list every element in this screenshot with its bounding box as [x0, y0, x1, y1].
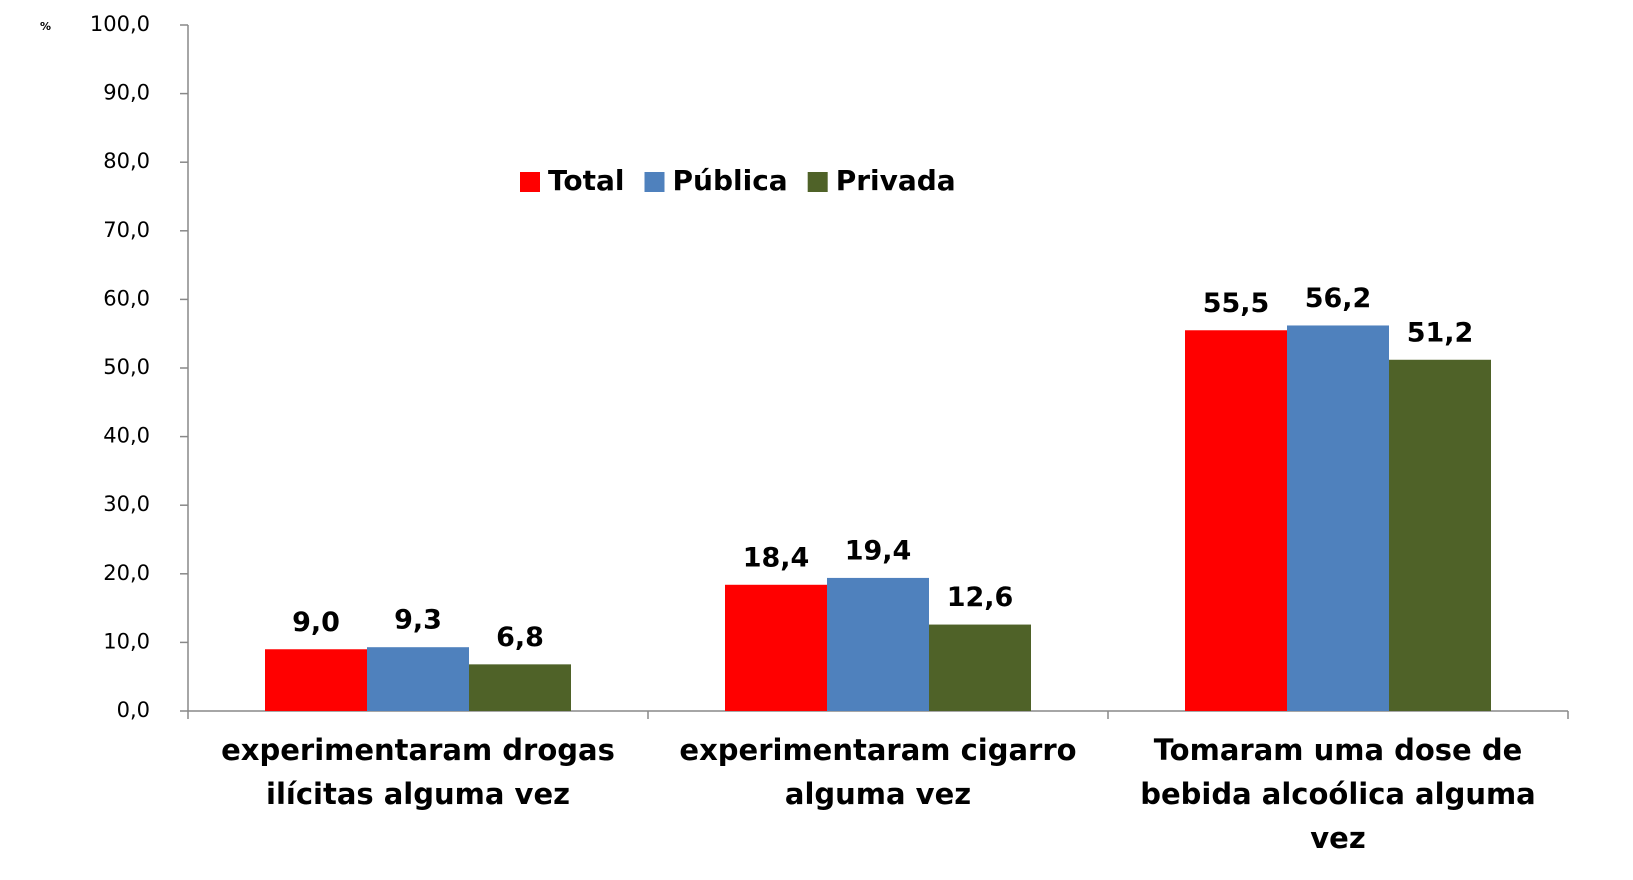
legend-label: Total — [548, 164, 625, 197]
y-tick-label: 90,0 — [103, 81, 150, 105]
legend-label: Privada — [836, 164, 956, 197]
data-label: 19,4 — [845, 535, 912, 566]
bar — [367, 647, 469, 711]
y-tick-label: 100,0 — [90, 12, 150, 36]
bar — [265, 649, 367, 711]
bar — [725, 584, 827, 711]
y-tick-label: 0,0 — [117, 698, 150, 722]
bar — [469, 664, 571, 711]
y-tick-label: 30,0 — [103, 492, 150, 516]
y-tick-label: 40,0 — [103, 424, 150, 448]
y-tick-label: 10,0 — [103, 629, 150, 653]
y-tick-label: 60,0 — [103, 286, 150, 310]
legend-label: Pública — [673, 164, 788, 197]
legend-swatch — [807, 172, 828, 192]
x-tick-label: experimentaram drogas ilícitas alguma ve… — [221, 733, 615, 811]
data-label: 18,4 — [743, 542, 810, 573]
x-tick-label: experimentaram cigarro alguma vez — [679, 733, 1077, 811]
data-label: 56,2 — [1305, 283, 1372, 314]
bar — [1287, 325, 1389, 711]
legend-swatch — [644, 172, 665, 192]
y-tick-label: 50,0 — [103, 355, 150, 379]
bar — [1185, 330, 1287, 711]
bar — [827, 577, 929, 711]
y-tick-label: 80,0 — [103, 149, 150, 173]
y-tick-label: 20,0 — [103, 561, 150, 585]
legend-swatch — [520, 172, 540, 192]
y-tick-label: 70,0 — [103, 218, 150, 242]
data-label: 6,8 — [496, 622, 544, 653]
data-label: 9,0 — [292, 607, 340, 638]
data-label: 51,2 — [1407, 317, 1474, 348]
bar — [929, 624, 1031, 711]
data-label: 12,6 — [947, 582, 1014, 613]
bar — [1389, 359, 1491, 711]
data-label: 9,3 — [394, 605, 442, 636]
y-axis-label: % — [40, 20, 51, 33]
data-label: 55,5 — [1203, 288, 1270, 319]
x-tick-label: Tomaram uma dose de bebida alcoólica alg… — [1140, 733, 1536, 855]
